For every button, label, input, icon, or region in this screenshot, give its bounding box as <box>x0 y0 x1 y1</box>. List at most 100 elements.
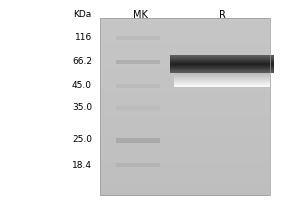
Bar <box>100 62 270 65</box>
Bar <box>100 102 270 105</box>
Bar <box>100 106 270 109</box>
Bar <box>174 81 270 82</box>
Bar <box>170 72 274 73</box>
Bar <box>100 80 270 83</box>
Bar <box>100 104 270 107</box>
Bar <box>116 106 160 110</box>
Bar <box>170 68 274 69</box>
Bar <box>100 45 270 47</box>
Bar <box>170 67 274 68</box>
Bar <box>100 149 270 151</box>
Bar <box>100 113 270 116</box>
Bar <box>100 84 270 87</box>
Bar <box>100 89 270 92</box>
Bar <box>100 160 270 162</box>
Bar <box>100 82 270 85</box>
Bar <box>100 22 270 25</box>
Bar <box>100 42 270 45</box>
Bar <box>100 64 270 67</box>
Bar <box>100 133 270 136</box>
Text: 35.0: 35.0 <box>72 104 92 112</box>
Bar <box>100 182 270 184</box>
Bar <box>100 171 270 173</box>
Bar <box>174 84 270 85</box>
Bar <box>100 173 270 176</box>
Bar <box>100 78 270 80</box>
Text: MK: MK <box>133 10 147 20</box>
Bar <box>100 56 270 58</box>
Bar <box>170 66 274 67</box>
Bar <box>170 61 274 62</box>
Bar <box>100 151 270 153</box>
Bar <box>100 115 270 118</box>
Bar <box>170 70 274 71</box>
Bar <box>100 87 270 89</box>
Bar <box>100 53 270 56</box>
Bar <box>174 82 270 83</box>
Bar <box>100 118 270 120</box>
Bar <box>100 25 270 27</box>
Bar <box>170 55 274 56</box>
Bar <box>100 71 270 74</box>
Bar <box>116 138 160 142</box>
Bar <box>170 56 274 57</box>
Bar <box>100 31 270 34</box>
Bar <box>100 168 270 171</box>
Bar <box>100 144 270 147</box>
Bar <box>100 120 270 122</box>
Bar <box>116 163 160 167</box>
Bar <box>100 109 270 111</box>
Bar <box>100 95 270 98</box>
Text: R: R <box>219 10 225 20</box>
Bar <box>100 111 270 114</box>
Text: 25.0: 25.0 <box>72 136 92 144</box>
Bar <box>170 70 274 71</box>
Bar <box>174 75 270 76</box>
Bar <box>100 36 270 38</box>
Bar <box>100 51 270 54</box>
Bar <box>174 83 270 84</box>
Bar <box>170 60 274 61</box>
Bar <box>100 124 270 127</box>
Bar <box>100 157 270 160</box>
Bar <box>100 100 270 103</box>
Bar <box>100 135 270 138</box>
Bar <box>170 61 274 62</box>
Text: KDa: KDa <box>73 10 91 19</box>
Bar <box>100 164 270 167</box>
Bar <box>100 175 270 178</box>
Bar <box>100 58 270 61</box>
Bar <box>100 27 270 30</box>
Bar <box>116 60 160 64</box>
Bar <box>174 80 270 81</box>
Bar <box>100 49 270 52</box>
Bar <box>100 76 270 78</box>
Bar <box>100 162 270 165</box>
Text: 66.2: 66.2 <box>72 58 92 66</box>
Bar <box>174 76 270 77</box>
Bar <box>170 57 274 58</box>
Bar <box>170 55 274 56</box>
Bar <box>100 193 270 196</box>
Bar <box>100 91 270 94</box>
Text: 116: 116 <box>75 33 92 43</box>
Bar <box>170 71 274 72</box>
Bar <box>100 60 270 63</box>
Bar <box>100 93 270 96</box>
Bar <box>170 63 274 64</box>
Bar <box>100 38 270 41</box>
Bar <box>100 47 270 49</box>
Bar <box>100 166 270 169</box>
Bar <box>100 188 270 191</box>
Bar <box>170 64 274 65</box>
Bar <box>174 78 270 79</box>
Bar <box>100 129 270 131</box>
Bar <box>100 191 270 193</box>
Bar <box>100 146 270 149</box>
Bar <box>100 40 270 43</box>
Bar <box>100 69 270 72</box>
Bar <box>100 140 270 142</box>
Bar <box>100 20 270 23</box>
Bar <box>100 18 270 21</box>
Bar <box>100 155 270 158</box>
